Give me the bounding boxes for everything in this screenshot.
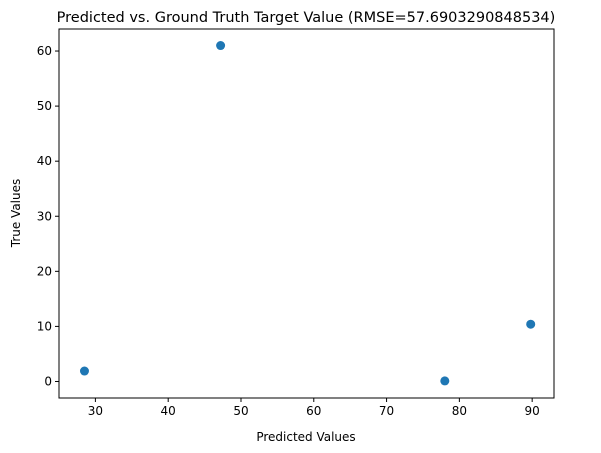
x-axis-label: Predicted Values (256, 430, 355, 444)
x-axis: 30 40 50 60 70 80 90 (88, 398, 540, 418)
x-tick-label: 60 (306, 404, 321, 418)
y-tick-label: 50 (37, 99, 52, 113)
y-tick-label: 40 (37, 154, 52, 168)
x-tick-label: 70 (379, 404, 394, 418)
x-tick-label: 30 (88, 404, 103, 418)
data-points (79, 41, 536, 386)
y-tick-label: 60 (37, 44, 52, 58)
plot-area-frame (58, 28, 555, 399)
x-tick-label: 80 (452, 404, 467, 418)
data-point (216, 41, 226, 51)
y-tick-label: 30 (37, 209, 52, 223)
data-point (440, 376, 450, 386)
x-tick-label: 90 (525, 404, 540, 418)
y-tick-label: 0 (44, 374, 52, 388)
data-point (526, 319, 536, 329)
data-point (79, 366, 89, 376)
y-tick-label: 20 (37, 264, 52, 278)
x-tick-label: 50 (233, 404, 248, 418)
chart-title: Predicted vs. Ground Truth Target Value … (57, 10, 556, 26)
y-tick-label: 10 (37, 319, 52, 333)
x-tick-label: 40 (161, 404, 176, 418)
y-axis-label: True Values (9, 179, 23, 249)
y-axis: 0 10 20 30 40 50 60 (37, 44, 59, 388)
